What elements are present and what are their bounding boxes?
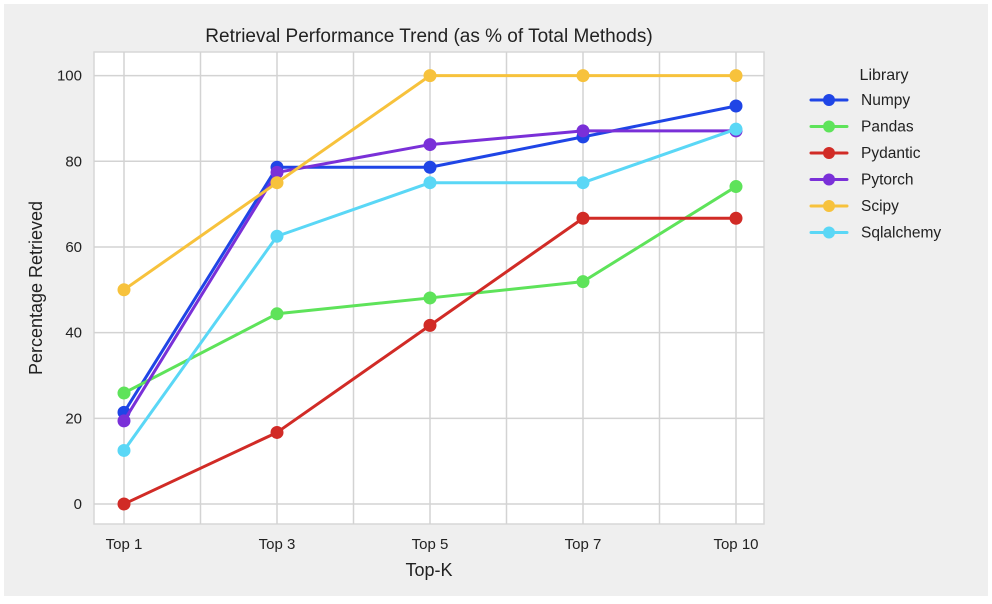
legend-swatch-marker	[823, 226, 835, 239]
series-group	[117, 69, 743, 297]
x-tick-label: Top 10	[713, 536, 758, 553]
data-point	[729, 99, 743, 113]
data-point	[117, 443, 131, 457]
data-point	[576, 124, 590, 138]
data-point	[576, 69, 590, 83]
legend-item: Numpy	[809, 92, 910, 109]
data-point	[576, 275, 590, 289]
x-axis-label: Top-K	[405, 560, 452, 580]
data-point	[270, 176, 284, 190]
legend-swatch-marker	[823, 173, 835, 186]
legend-label: Pytorch	[861, 172, 914, 189]
legend-swatch-marker	[823, 120, 835, 133]
y-tick-label: 20	[65, 410, 82, 427]
data-point	[576, 176, 590, 190]
legend-swatch-marker	[823, 94, 835, 106]
y-tick-label: 0	[74, 496, 82, 513]
legend-item: Pytorch	[809, 172, 914, 189]
y-tick-label: 100	[57, 68, 82, 85]
y-tick-label: 60	[65, 239, 82, 256]
data-point	[423, 160, 437, 174]
legend-title: Library	[860, 67, 909, 84]
y-tick-label: 80	[65, 153, 82, 170]
y-axis-label: Percentage Retrieved	[26, 201, 46, 375]
legend-item: Pydantic	[809, 145, 921, 162]
data-point	[117, 386, 131, 400]
series-group	[117, 211, 743, 511]
plot-area	[93, 51, 765, 525]
data-point	[423, 138, 437, 152]
legend-label: Numpy	[861, 92, 910, 109]
data-point	[423, 176, 437, 190]
data-point	[423, 69, 437, 83]
x-tick-label: Top 1	[106, 536, 143, 553]
series-group	[117, 122, 743, 457]
data-point	[270, 307, 284, 321]
data-point	[270, 425, 284, 439]
chart-title: Retrieval Performance Trend (as % of Tot…	[205, 26, 652, 47]
legend-item: Sqlalchemy	[809, 225, 941, 242]
legend-label: Sqlalchemy	[861, 225, 941, 242]
x-tick-label: Top 7	[565, 536, 602, 553]
data-point	[729, 69, 743, 83]
data-point	[729, 122, 743, 136]
data-point	[117, 497, 131, 511]
series-group	[117, 180, 743, 400]
data-point	[576, 211, 590, 225]
data-point	[423, 318, 437, 332]
data-point	[117, 283, 131, 297]
chart-figure: 0 20 40 60 80 100 Top 1 Top 3 Top 5 Top 7 Top 10 L…	[4, 4, 988, 596]
line-chart: 0 20 40 60 80 100 Top 1 Top 3 Top 5 Top 7 Top 10 L…	[26, 26, 941, 580]
legend-swatch-marker	[823, 200, 835, 212]
x-tick-label: Top 5	[412, 536, 449, 553]
data-point	[729, 211, 743, 225]
legend-item: Scipy	[809, 198, 899, 215]
data-point	[729, 180, 743, 194]
legend-swatch-marker	[823, 147, 835, 159]
legend-item: Pandas	[809, 119, 914, 136]
legend-label: Scipy	[861, 198, 899, 215]
data-point	[117, 414, 131, 428]
y-tick-label: 40	[65, 325, 82, 342]
data-point	[270, 229, 284, 243]
data-point	[423, 291, 437, 305]
legend-label: Pandas	[861, 119, 914, 136]
legend-label: Pydantic	[861, 145, 921, 162]
x-tick-label: Top 3	[259, 536, 296, 553]
